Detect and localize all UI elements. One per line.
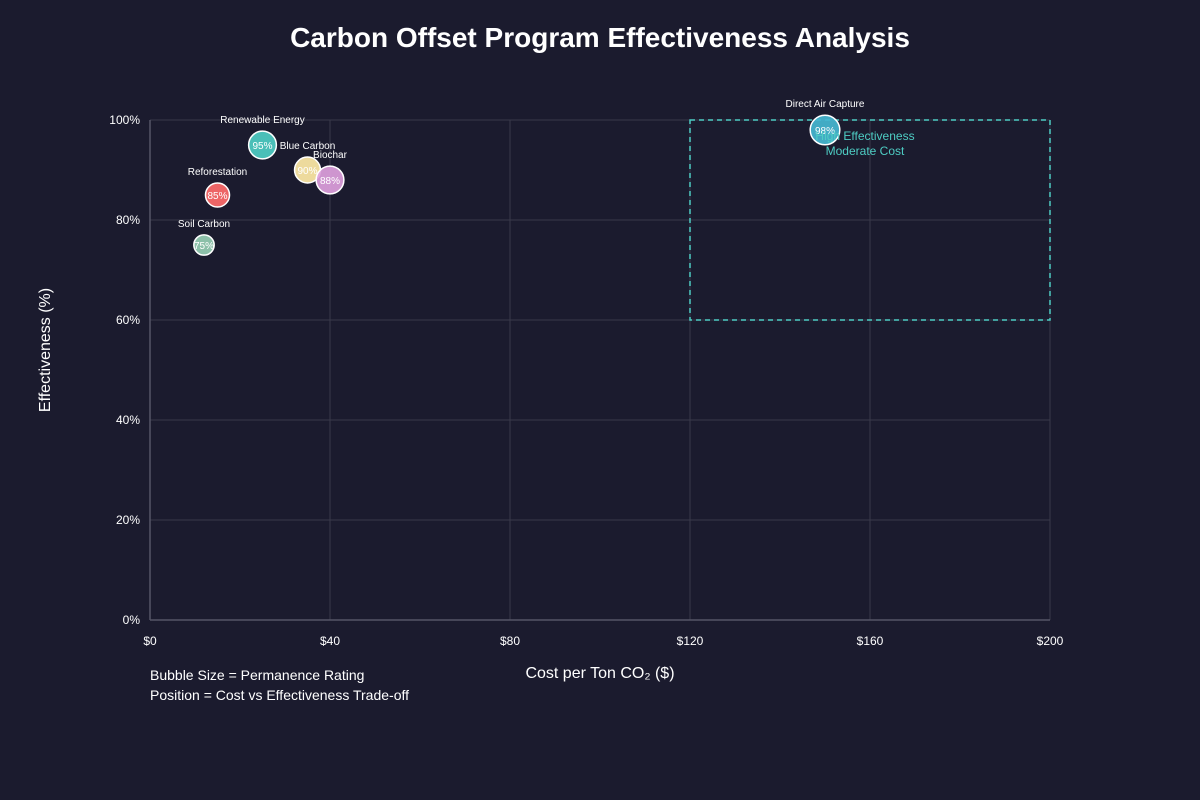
data-point: 88% Biochar <box>313 150 348 195</box>
x-axis-title: Cost per Ton CO₂ ($) <box>525 665 675 682</box>
grid-layer <box>149 119 1051 621</box>
bubble-value-label: 98% <box>815 126 835 137</box>
x-tick-label: $160 <box>857 634 884 648</box>
highlight-region-label: High Effectiveness <box>815 129 914 143</box>
bubble-value-label: 85% <box>207 191 227 202</box>
y-axis-title: Effectiveness (%) <box>37 288 54 412</box>
bubble-name-label: Renewable Energy <box>220 115 305 126</box>
highlight-region-layer <box>689 119 1051 321</box>
data-point: 85% Reforestation <box>188 167 247 208</box>
bubble-value-label: 75% <box>194 241 214 252</box>
y-tick-label: 100% <box>109 113 140 127</box>
bubble <box>247 130 278 160</box>
bubble-name-label: Reforestation <box>188 167 247 178</box>
highlight-region-box <box>689 119 1051 321</box>
legend-note-position: Position = Cost vs Effectiveness Trade-o… <box>150 687 409 703</box>
bubble <box>204 182 231 208</box>
bubble <box>193 234 215 256</box>
bubble-value-label: 90% <box>297 166 317 177</box>
highlight-region-label: Moderate Cost <box>826 144 905 158</box>
chart-title: Carbon Offset Program Effectiveness Anal… <box>290 22 910 53</box>
x-tick-label: $200 <box>1037 634 1064 648</box>
x-tick-label: $80 <box>500 634 520 648</box>
data-point: 95% Renewable Energy <box>220 115 305 160</box>
data-point: 75% Soil Carbon <box>178 219 230 256</box>
data-points-layer: 95% Renewable Energy 90% Blue Carbon 88% Bioc… <box>178 99 865 256</box>
bubble-name-label: Direct Air Capture <box>786 99 865 110</box>
y-tick-label: 60% <box>116 313 140 327</box>
bubble-name-label: Soil Carbon <box>178 219 230 230</box>
x-tick-label: $40 <box>320 634 340 648</box>
x-tick-label: $0 <box>143 634 157 648</box>
legend-note-bubble-size: Bubble Size = Permanence Rating <box>150 667 365 683</box>
y-tick-label: 40% <box>116 413 140 427</box>
y-tick-label: 20% <box>116 513 140 527</box>
bubble-value-label: 95% <box>252 141 272 152</box>
y-tick-label: 0% <box>123 613 141 627</box>
axis-layer: 0% 20% 40% 60% 80% 100% $0 $40 $80 $120 $160 $200 <box>109 113 1063 648</box>
data-point: 98% Direct Air Capture <box>786 99 865 146</box>
bubble <box>809 114 841 146</box>
data-point: 90% Blue Carbon <box>280 141 336 184</box>
bubble-value-label: 88% <box>320 176 340 187</box>
x-tick-label: $120 <box>677 634 704 648</box>
y-tick-label: 80% <box>116 213 140 227</box>
bubble-name-label: Biochar <box>313 150 348 161</box>
bubble <box>315 165 345 195</box>
bubble-name-label: Blue Carbon <box>280 141 336 152</box>
